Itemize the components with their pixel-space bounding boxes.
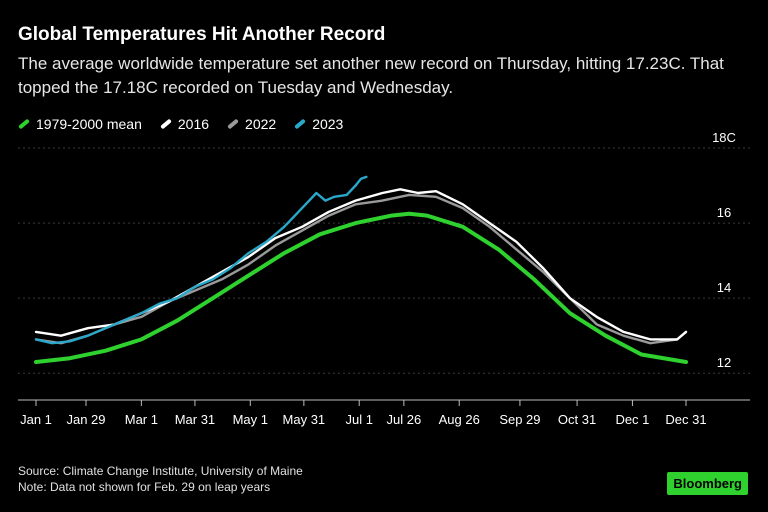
x-tick-label: May 1 xyxy=(233,412,268,427)
source-text: Source: Climate Change Institute, Univer… xyxy=(18,464,303,478)
source-note: Source: Climate Change Institute, Univer… xyxy=(18,463,303,495)
legend-label-mean: 1979-2000 mean xyxy=(36,116,142,132)
legend-item-2016: 2016 xyxy=(159,116,210,132)
legend-label-2023: 2023 xyxy=(312,116,344,132)
legend-label-2016: 2016 xyxy=(177,116,210,132)
series-lines xyxy=(34,175,688,364)
x-tick-label: Jul 26 xyxy=(387,412,422,427)
y-tick-label: 16 xyxy=(717,205,731,220)
y-axis-labels: 18C 16 14 12 xyxy=(712,130,736,370)
note-text: Note: Data not shown for Feb. 29 on leap… xyxy=(18,480,271,494)
x-axis: Jan 1 Jan 29 Mar 1 Mar 31 May 1 May 31 Jul 1 Ju… xyxy=(18,399,750,427)
x-tick-label: Jul 1 xyxy=(345,412,372,427)
chart-subtitle: The average worldwide temperature set an… xyxy=(18,54,724,97)
chart-title: Global Temperatures Hit Another Record xyxy=(18,24,386,45)
x-tick-label: Jan 1 xyxy=(20,412,52,427)
y-tick-label: 12 xyxy=(717,355,731,370)
bloomberg-logo: Bloomberg xyxy=(667,472,748,495)
legend-swatch-mean xyxy=(18,118,30,130)
x-tick-label: May 31 xyxy=(283,412,326,427)
x-tick-label: Dec 1 xyxy=(615,412,649,427)
y-tick-label: 14 xyxy=(717,280,731,295)
line-chart: 18C 16 14 12 Jan 1 Jan 29 Mar 1 Mar 31 May 1 May… xyxy=(18,130,750,427)
x-tick-label: Jan 29 xyxy=(66,412,105,427)
legend-swatch-2023 xyxy=(294,118,307,130)
series-line-2023 xyxy=(34,175,368,345)
legend-swatch-2016 xyxy=(159,118,172,130)
legend-label-2022: 2022 xyxy=(245,116,277,132)
y-tick-label: 18C xyxy=(712,130,736,145)
x-tick-label: Sep 29 xyxy=(499,412,540,427)
x-tick-label: Aug 26 xyxy=(439,412,480,427)
legend-item-mean: 1979-2000 mean xyxy=(18,116,142,132)
x-tick-label: Mar 1 xyxy=(125,412,158,427)
x-tick-label: Dec 31 xyxy=(665,412,706,427)
x-tick-label: Mar 31 xyxy=(175,412,215,427)
legend-item-2023: 2023 xyxy=(294,116,343,132)
series-line-1979-2000 mean xyxy=(34,211,688,364)
legend-item-2022: 2022 xyxy=(227,116,276,132)
x-tick-label: Oct 31 xyxy=(558,412,596,427)
gridlines xyxy=(18,147,750,374)
legend-swatch-2022 xyxy=(227,118,239,130)
legend: 1979-2000 mean 2016 2022 2023 xyxy=(18,116,343,132)
